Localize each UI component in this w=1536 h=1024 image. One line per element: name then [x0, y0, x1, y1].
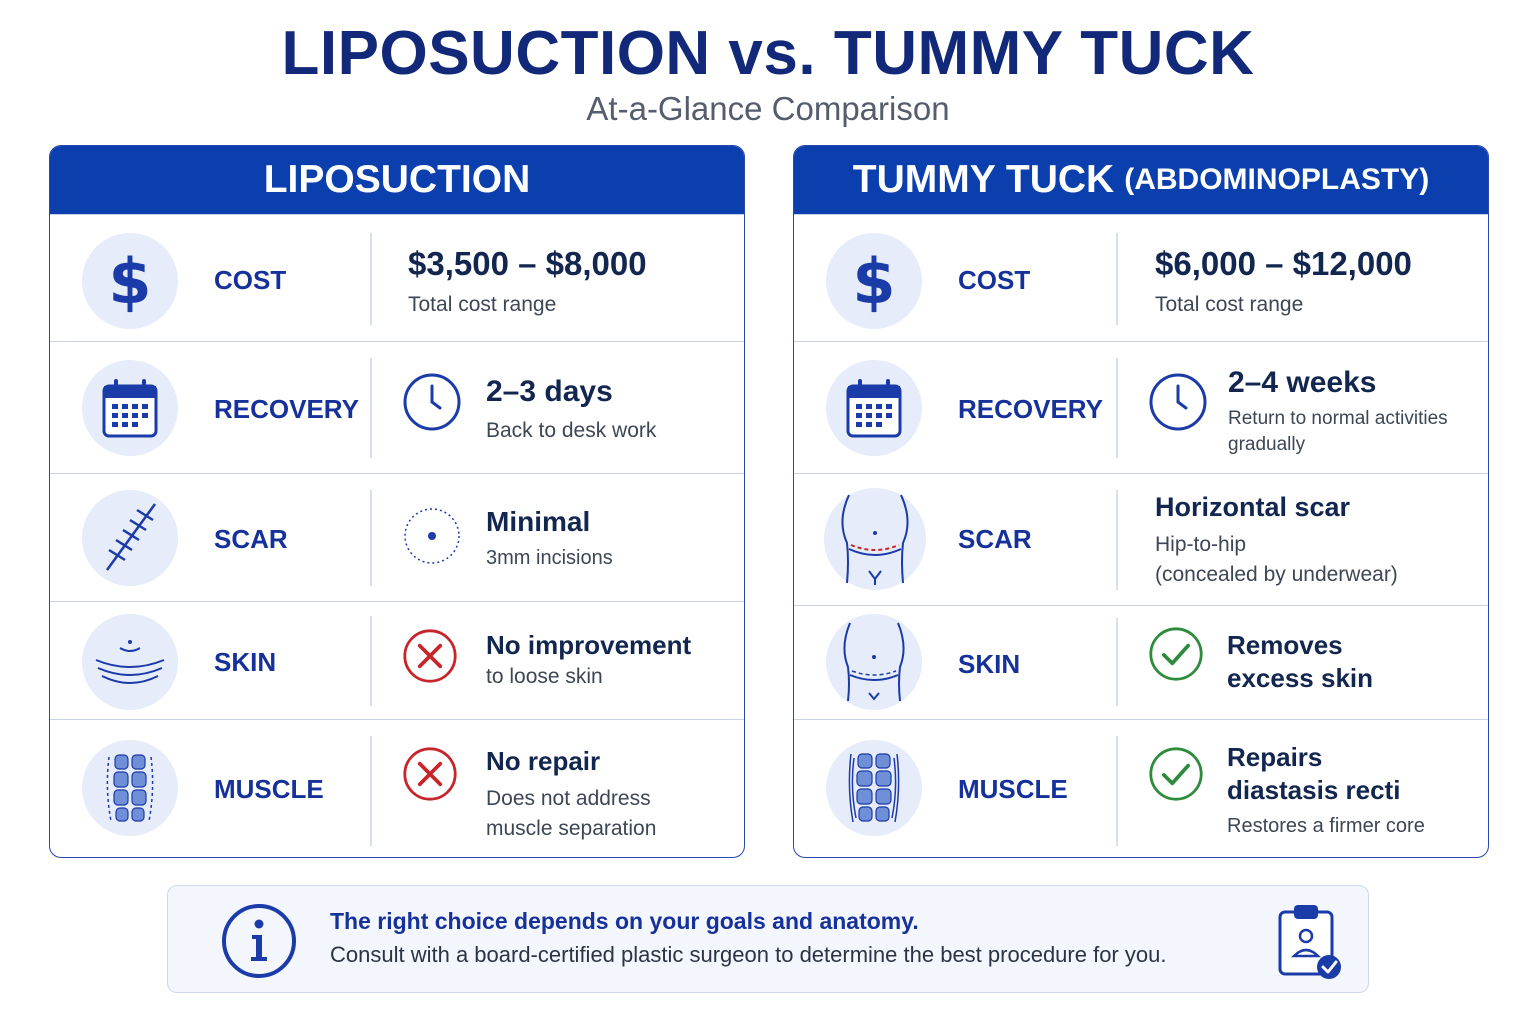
muscle-value-1: Repairs	[1227, 742, 1323, 772]
scar-detail-2: (concealed by underwear)	[1155, 563, 1398, 586]
cost-label: COST	[958, 265, 1031, 295]
recovery-detail-2: gradually	[1228, 434, 1306, 455]
check-icon	[1149, 627, 1203, 681]
recovery-detail: Back to desk work	[486, 419, 657, 442]
tummy-tuck-header-label: TUMMY TUCK	[852, 158, 1115, 201]
torso-scar-icon	[824, 488, 926, 590]
scar-label: SCAR	[958, 524, 1032, 554]
recovery-detail-1: Return to normal activities	[1228, 408, 1448, 429]
liposuction-recovery-row: RECOVERY 2–3 days Back to desk work	[50, 341, 744, 473]
row-divider	[370, 233, 372, 325]
tummy-tuck-card: TUMMY TUCK (ABDOMINOPLASTY) $ COST $6,00…	[793, 145, 1489, 858]
cost-value: $3,500 – $8,000	[408, 245, 647, 282]
note-text: Consult with a board-certified plastic s…	[330, 942, 1167, 967]
scar-label: SCAR	[214, 524, 288, 554]
recovery-label: RECOVERY	[214, 394, 359, 424]
skin-value-2: excess skin	[1227, 663, 1374, 693]
tummy-tuck-header: TUMMY TUCK (ABDOMINOPLASTY)	[794, 146, 1488, 214]
tummy-tuck-cost-row: $ COST $6,000 – $12,000 Total cost range	[794, 214, 1488, 341]
scar-detail: 3mm incisions	[486, 547, 613, 569]
info-icon	[222, 904, 296, 978]
info-note: The right choice depends on your goals a…	[167, 885, 1369, 993]
tummy-tuck-skin-row: SKIN Removes excess skin	[794, 605, 1488, 719]
scar-detail-1: Hip-to-hip	[1155, 533, 1247, 556]
row-divider	[1116, 618, 1118, 706]
calendar-icon	[826, 360, 922, 456]
liposuction-header-label: LIPOSUCTION	[263, 158, 531, 201]
muscle-value: No repair	[486, 746, 601, 776]
muscle-label: MUSCLE	[958, 774, 1068, 804]
muscle-detail: Restores a firmer core	[1227, 815, 1425, 837]
note-title: The right choice depends on your goals a…	[330, 908, 919, 934]
page-subtitle: At-a-Glance Comparison	[586, 90, 950, 127]
abdominal-muscle-icon	[82, 740, 178, 836]
check-icon	[1149, 747, 1203, 801]
tummy-tuck-muscle-row: MUSCLE Repairs diastasis recti Restores …	[794, 719, 1488, 857]
cost-detail: Total cost range	[408, 293, 557, 316]
muscle-detail-1: Does not address	[486, 787, 651, 810]
torso-icon	[826, 614, 922, 710]
muscle-label: MUSCLE	[214, 774, 324, 804]
skin-value: No improvement	[486, 630, 692, 660]
tummy-tuck-scar-row: SCAR Horizontal scar Hip-to-hip (conceal…	[794, 473, 1488, 605]
dollar-icon: $	[826, 233, 922, 329]
recovery-value: 2–3 days	[486, 375, 613, 408]
tummy-tuck-header-sub: (ABDOMINOPLASTY)	[1124, 163, 1430, 196]
skin-detail: to loose skin	[486, 665, 603, 688]
liposuction-cost-row: $ COST $3,500 – $8,000 Total cost range	[50, 214, 744, 341]
muscle-value-2: diastasis recti	[1227, 775, 1401, 805]
cost-detail: Total cost range	[1155, 293, 1304, 316]
clock-icon	[1149, 373, 1207, 431]
skin-value-1: Removes	[1227, 630, 1343, 660]
scar-value: Minimal	[486, 506, 591, 537]
row-divider	[1116, 736, 1118, 846]
liposuction-header: LIPOSUCTION	[50, 146, 744, 214]
recovery-value: 2–4 weeks	[1228, 366, 1377, 399]
row-divider	[1116, 233, 1118, 325]
cost-value: $6,000 – $12,000	[1155, 245, 1412, 282]
small-dot-icon	[404, 508, 460, 564]
row-divider	[370, 736, 372, 846]
skin-label: SKIN	[958, 649, 1021, 679]
liposuction-scar-row: SCAR Minimal 3mm incisions	[50, 473, 744, 601]
liposuction-skin-row: SKIN No improvement to loose skin	[50, 601, 744, 719]
page-title: LIPOSUCTION vs. TUMMY TUCK	[281, 19, 1255, 88]
muscle-detail-2: muscle separation	[486, 817, 657, 840]
dollar-icon: $	[82, 233, 178, 329]
tummy-tuck-recovery-row: RECOVERY 2–4 weeks Return to normal acti…	[794, 341, 1488, 473]
row-divider	[1116, 358, 1118, 458]
row-divider	[370, 490, 372, 586]
x-icon	[403, 629, 457, 683]
row-divider	[1116, 490, 1118, 590]
skin-icon	[82, 614, 178, 710]
incision-icon	[82, 490, 178, 586]
scar-value: Horizontal scar	[1155, 492, 1351, 522]
row-divider	[370, 358, 372, 458]
cost-label: COST	[214, 265, 287, 295]
row-divider	[370, 616, 372, 706]
liposuction-muscle-row: MUSCLE No repair Does not address muscle…	[50, 719, 744, 857]
skin-label: SKIN	[214, 647, 277, 677]
clock-icon	[403, 373, 461, 431]
clipboard-check-icon	[1278, 905, 1341, 979]
calendar-icon	[82, 360, 178, 456]
liposuction-card: LIPOSUCTION $ COST $3,500 – $8,000 Total…	[49, 145, 745, 858]
repaired-muscle-icon	[826, 740, 922, 836]
x-icon	[403, 747, 457, 801]
recovery-label: RECOVERY	[958, 394, 1103, 424]
